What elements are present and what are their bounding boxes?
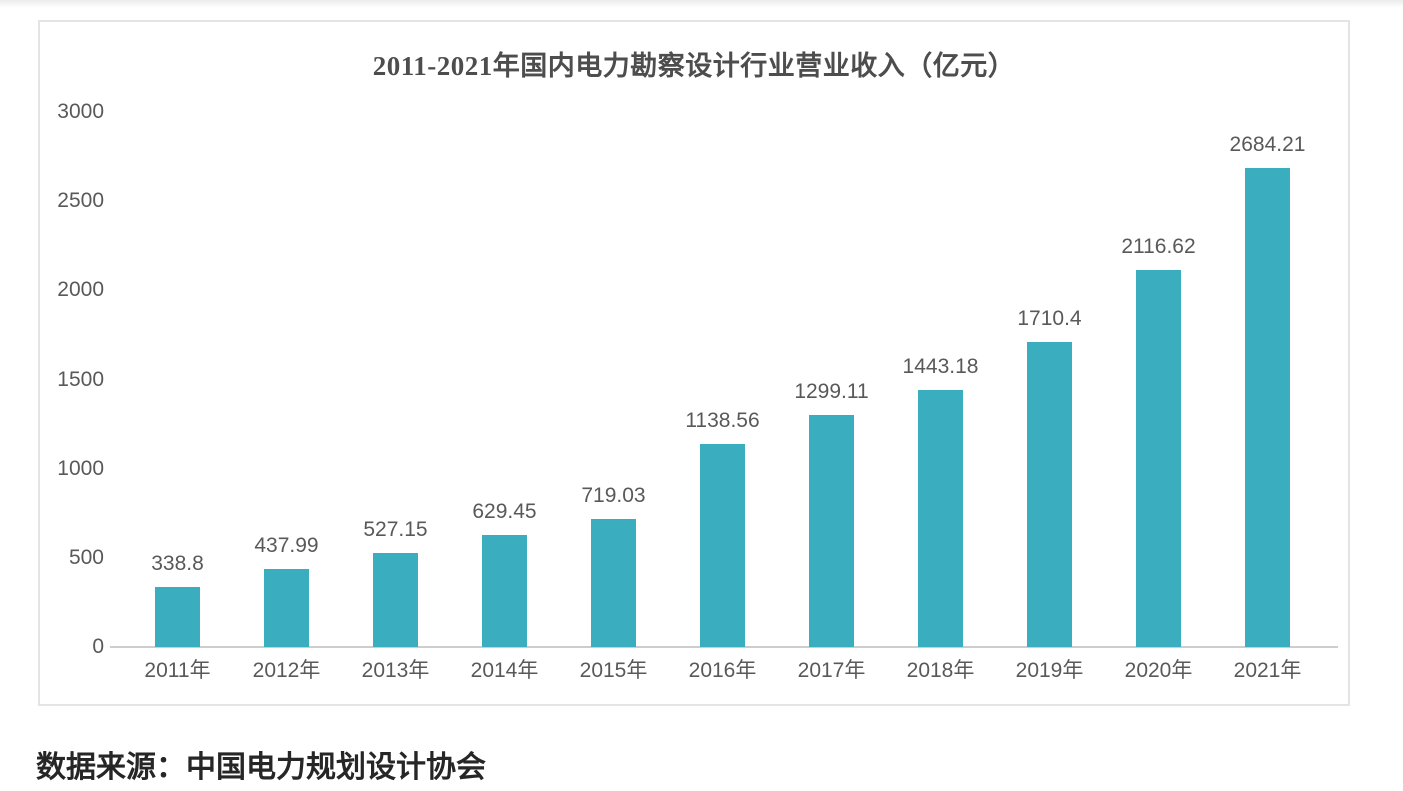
x-axis-line — [110, 646, 1338, 648]
y-axis-tick-label: 3000 — [57, 100, 104, 123]
chart-title: 2011-2021年国内电力勘察设计行业营业收入（亿元） — [372, 51, 1016, 81]
bar — [155, 586, 200, 647]
bar-value-label: 719.03 — [581, 483, 646, 507]
bar — [373, 553, 418, 647]
plot-area: 338.8 437.99 527.15 629.45 719.03 1138.56 1299… — [123, 112, 1322, 647]
x-axis-tick-label: 2017年 — [797, 659, 866, 682]
x-axis-tick-label: 2021年 — [1233, 659, 1302, 682]
bar-value-label: 629.45 — [472, 499, 537, 523]
chart-frame: 2011-2021年国内电力勘察设计行业营业收入（亿元） 0 500 1000 150… — [38, 20, 1350, 706]
x-axis-tick-label: 2011年 — [144, 659, 211, 682]
bar — [591, 518, 636, 647]
y-axis-tick-label: 1000 — [57, 456, 104, 480]
bar-value-label: 1710.4 — [1017, 306, 1082, 330]
y-axis-tick-label: 2000 — [57, 278, 104, 302]
bar-value-label: 437.99 — [254, 533, 319, 557]
y-axis-tick-label: 1500 — [57, 367, 104, 391]
y-axis-tick-label: 500 — [68, 545, 104, 569]
bar-value-label: 338.8 — [151, 551, 204, 575]
x-axis-tick-label: 2016年 — [688, 659, 757, 682]
y-axis-tick-label: 2500 — [57, 189, 104, 213]
bar-value-label: 2116.62 — [1121, 234, 1196, 258]
x-axis-tick-label: 2013年 — [361, 659, 430, 682]
bar-value-label: 1443.18 — [902, 354, 979, 378]
bar-value-label: 1138.56 — [685, 408, 760, 432]
y-axis-tick-label: 0 — [92, 635, 104, 658]
bar — [264, 568, 309, 647]
bar — [1245, 168, 1290, 647]
bar — [1136, 269, 1181, 647]
top-fade-decoration — [0, 0, 1403, 8]
x-axis-tick-label: 2020年 — [1124, 659, 1193, 682]
bar-value-label: 1299.11 — [794, 380, 869, 404]
bar — [918, 389, 963, 647]
x-axis-tick-label: 2012年 — [252, 659, 321, 682]
source-note: 数据来源：中国电力规划设计协会 — [36, 751, 486, 784]
x-axis-tick-label: 2019年 — [1015, 659, 1084, 682]
bar — [809, 415, 854, 647]
x-axis-tick-label: 2014年 — [470, 659, 539, 682]
x-axis-tick-label: 2015年 — [579, 659, 648, 682]
bar-value-label: 2684.21 — [1229, 133, 1306, 157]
bar — [700, 443, 745, 647]
bar-value-label: 527.15 — [363, 518, 428, 541]
bar — [1027, 341, 1072, 647]
bar — [482, 534, 527, 647]
x-axis-tick-label: 2018年 — [906, 659, 975, 682]
